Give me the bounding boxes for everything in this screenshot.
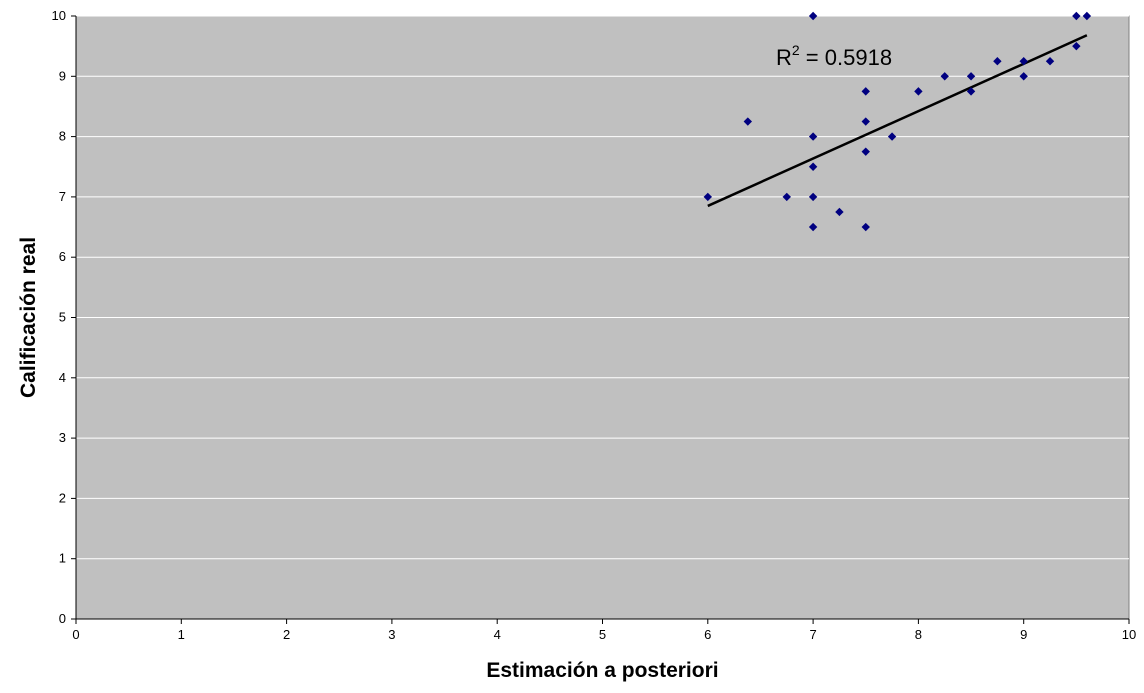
y-axis-tick-labels: 0 1 2 3 4 5 6 7 8 9 10 bbox=[52, 8, 66, 626]
data-point bbox=[993, 57, 1002, 66]
y-axis-title: Calificación real bbox=[17, 237, 40, 398]
y-tick-label: 1 bbox=[59, 551, 66, 566]
data-point bbox=[835, 207, 844, 217]
x-tick-label: 10 bbox=[1122, 627, 1136, 642]
data-point bbox=[808, 162, 818, 171]
x-tick-label: 4 bbox=[494, 627, 501, 642]
r-squared-annotation: R2 = 0.5918 bbox=[776, 42, 892, 70]
data-point bbox=[1082, 11, 1092, 21]
data-point bbox=[808, 192, 818, 202]
data-point bbox=[782, 192, 791, 202]
data-points bbox=[703, 11, 1092, 232]
data-point bbox=[743, 117, 753, 126]
y-tick-label: 2 bbox=[59, 490, 66, 505]
data-point bbox=[1045, 57, 1055, 66]
x-axis-tick-labels: 0 1 2 3 4 5 6 7 8 9 10 bbox=[72, 627, 1136, 642]
data-point bbox=[887, 132, 897, 141]
y-tick-label: 6 bbox=[59, 249, 66, 264]
data-point bbox=[861, 87, 870, 96]
axes bbox=[71, 15, 1130, 624]
data-point bbox=[940, 72, 949, 81]
x-tick-label: 2 bbox=[283, 627, 290, 642]
data-point bbox=[703, 192, 712, 202]
data-point bbox=[966, 72, 976, 81]
x-tick-label: 0 bbox=[72, 627, 79, 642]
y-tick-label: 3 bbox=[59, 430, 66, 445]
x-tick-label: 3 bbox=[388, 627, 395, 642]
data-point bbox=[808, 222, 818, 232]
x-axis-title: Estimación a posteriori bbox=[486, 659, 718, 682]
data-point bbox=[914, 87, 923, 96]
data-point bbox=[808, 132, 818, 141]
data-point bbox=[861, 222, 870, 232]
y-tick-label: 4 bbox=[59, 370, 66, 385]
data-point bbox=[1019, 72, 1028, 81]
x-tick-label: 5 bbox=[599, 627, 606, 642]
y-tick-label: 7 bbox=[59, 189, 66, 204]
x-tick-label: 9 bbox=[1020, 627, 1027, 642]
y-tick-label: 9 bbox=[59, 68, 66, 83]
data-point bbox=[1019, 57, 1028, 66]
x-tick-label: 6 bbox=[704, 627, 711, 642]
y-tick-label: 5 bbox=[59, 310, 66, 325]
data-point bbox=[861, 117, 870, 126]
y-tick-label: 0 bbox=[59, 611, 66, 626]
x-tick-label: 1 bbox=[178, 627, 185, 642]
grid-lines bbox=[76, 15, 1129, 560]
y-tick-label: 10 bbox=[52, 8, 66, 23]
x-tick-label: 7 bbox=[809, 627, 816, 642]
y-tick-label: 8 bbox=[59, 129, 66, 144]
data-point bbox=[1072, 41, 1081, 51]
data-point bbox=[861, 147, 870, 156]
x-tick-label: 8 bbox=[915, 627, 922, 642]
data-point bbox=[966, 87, 976, 96]
data-point bbox=[808, 11, 818, 21]
data-point bbox=[1072, 11, 1081, 21]
